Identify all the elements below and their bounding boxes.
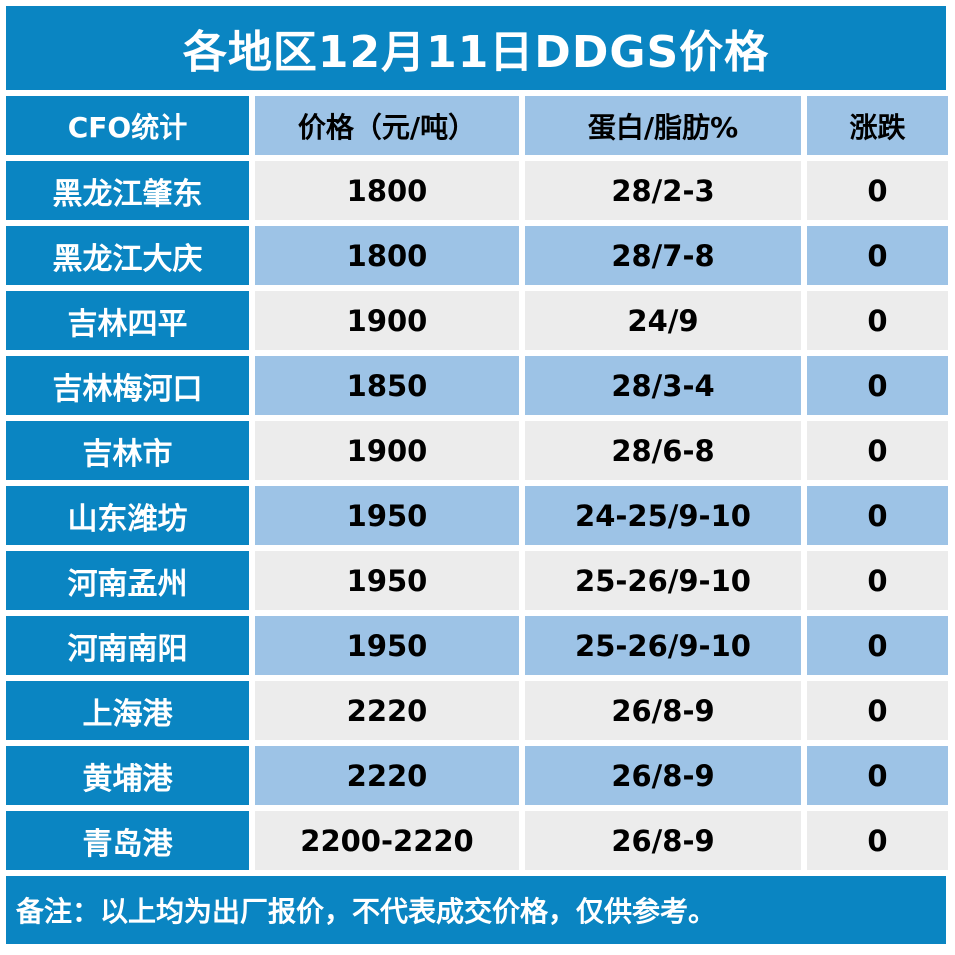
region-cell: 河南南阳	[6, 616, 249, 675]
price-cell: 1800	[255, 226, 519, 285]
region-cell: 黑龙江肇东	[6, 161, 249, 220]
price-cell: 2200-2220	[255, 811, 519, 870]
change-cell: 0	[807, 616, 948, 675]
region-cell: 吉林梅河口	[6, 356, 249, 415]
region-cell: 青岛港	[6, 811, 249, 870]
change-cell: 0	[807, 421, 948, 480]
change-cell: 0	[807, 551, 948, 610]
price-table-card: 各地区12月11日DDGS价格 CFO统计 价格（元/吨） 蛋白/脂肪% 涨跌 …	[6, 6, 948, 944]
spec-cell: 24-25/9-10	[525, 486, 801, 545]
change-cell: 0	[807, 356, 948, 415]
price-cell: 1800	[255, 161, 519, 220]
header-protein-fat: 蛋白/脂肪%	[525, 96, 801, 155]
change-cell: 0	[807, 746, 948, 805]
change-cell: 0	[807, 486, 948, 545]
region-cell: 吉林四平	[6, 291, 249, 350]
price-cell: 1900	[255, 421, 519, 480]
header-source: CFO统计	[6, 96, 249, 155]
region-cell: 河南孟州	[6, 551, 249, 610]
footer-note: 备注：以上均为出厂报价，不代表成交价格，仅供参考。	[6, 876, 946, 944]
table-title: 各地区12月11日DDGS价格	[6, 6, 946, 90]
price-cell: 1900	[255, 291, 519, 350]
region-cell: 上海港	[6, 681, 249, 740]
spec-cell: 26/8-9	[525, 681, 801, 740]
spec-cell: 24/9	[525, 291, 801, 350]
spec-cell: 25-26/9-10	[525, 551, 801, 610]
price-cell: 2220	[255, 681, 519, 740]
region-cell: 山东潍坊	[6, 486, 249, 545]
region-cell: 黑龙江大庆	[6, 226, 249, 285]
spec-cell: 28/2-3	[525, 161, 801, 220]
price-cell: 2220	[255, 746, 519, 805]
spec-cell: 28/7-8	[525, 226, 801, 285]
header-price: 价格（元/吨）	[255, 96, 519, 155]
change-cell: 0	[807, 811, 948, 870]
change-cell: 0	[807, 161, 948, 220]
price-table: CFO统计 价格（元/吨） 蛋白/脂肪% 涨跌 黑龙江肇东 1800 28/2-…	[6, 96, 948, 870]
spec-cell: 26/8-9	[525, 811, 801, 870]
spec-cell: 26/8-9	[525, 746, 801, 805]
change-cell: 0	[807, 681, 948, 740]
change-cell: 0	[807, 226, 948, 285]
change-cell: 0	[807, 291, 948, 350]
price-cell: 1950	[255, 551, 519, 610]
spec-cell: 28/3-4	[525, 356, 801, 415]
price-cell: 1850	[255, 356, 519, 415]
price-cell: 1950	[255, 486, 519, 545]
price-cell: 1950	[255, 616, 519, 675]
spec-cell: 25-26/9-10	[525, 616, 801, 675]
region-cell: 黄埔港	[6, 746, 249, 805]
header-change: 涨跌	[807, 96, 948, 155]
spec-cell: 28/6-8	[525, 421, 801, 480]
region-cell: 吉林市	[6, 421, 249, 480]
